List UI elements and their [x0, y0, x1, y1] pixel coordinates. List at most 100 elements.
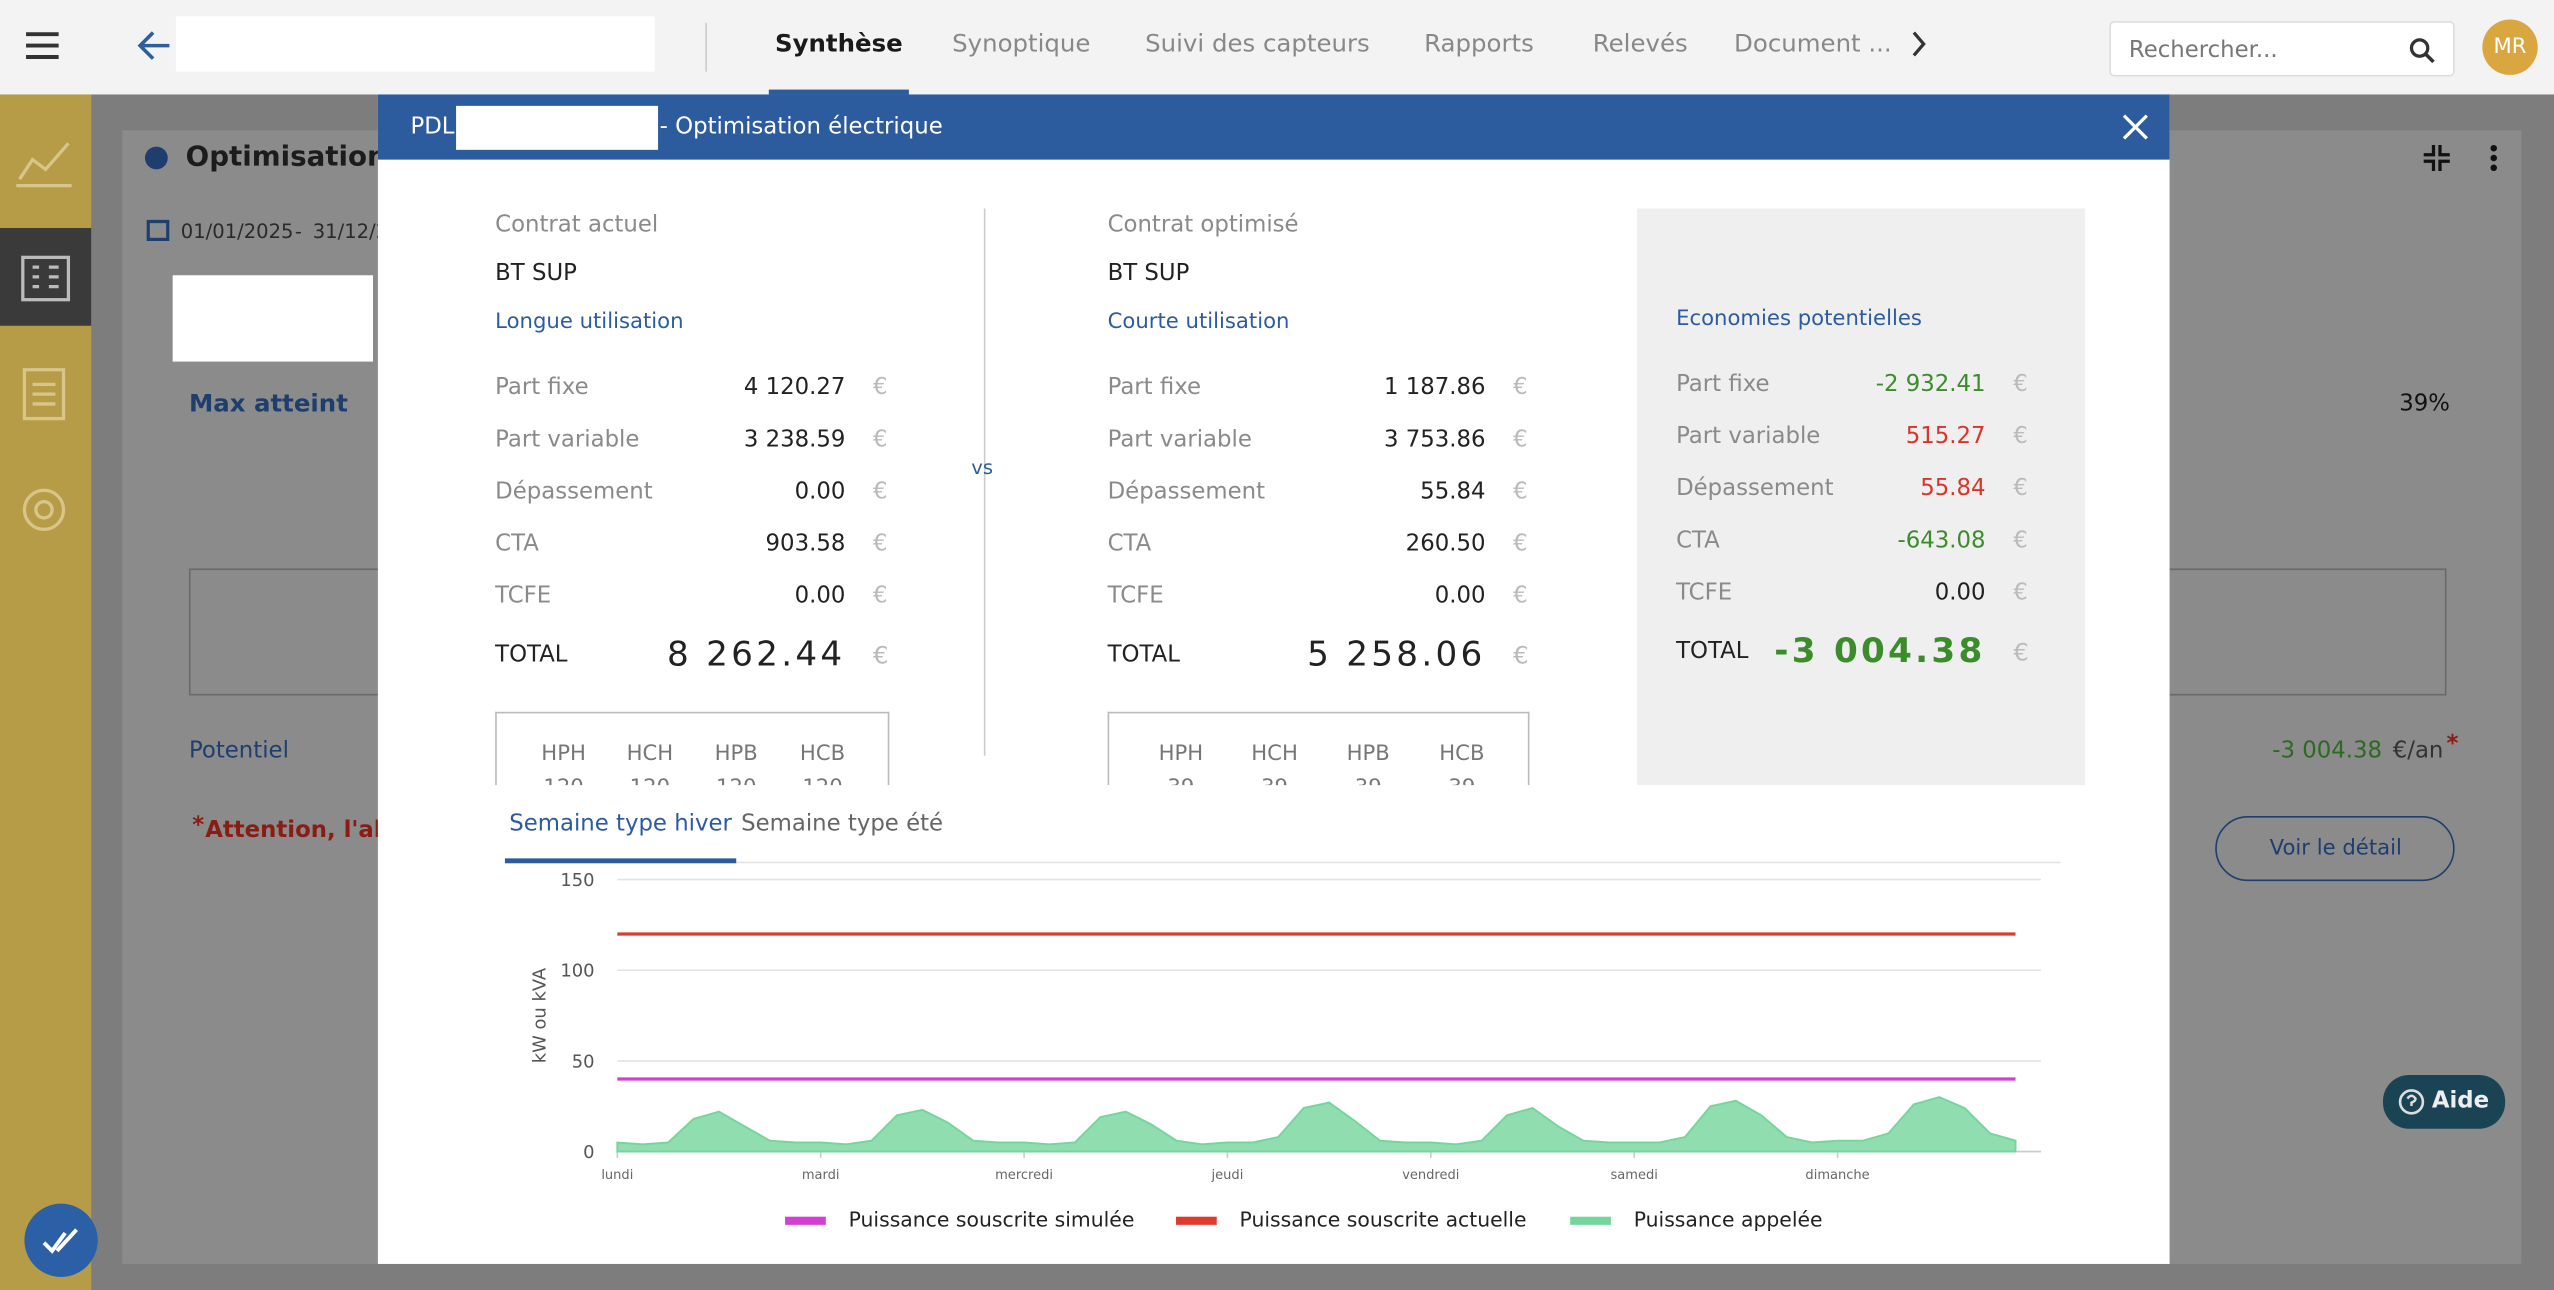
warning: Attention, l'algo [205, 817, 414, 844]
tab-winter[interactable]: Semaine type hiver [509, 811, 732, 838]
back-icon[interactable] [134, 28, 173, 64]
currency: € [1513, 478, 1528, 505]
currency: € [2013, 371, 2028, 398]
period: HCH [626, 741, 674, 767]
y-tick-label: 0 [583, 1142, 594, 1163]
modal-title-suffix: - Optimisation électrique [659, 114, 943, 141]
row-label: TCFE [495, 583, 552, 610]
column-divider [983, 208, 986, 756]
detail-button[interactable]: Voir le détail [2215, 816, 2455, 882]
avatar[interactable]: MR [2482, 19, 2538, 75]
row-label: Dépassement [495, 478, 653, 505]
menu-icon[interactable] [23, 28, 62, 64]
period: HPB [1346, 741, 1390, 767]
potential-label: Potentiel [188, 737, 289, 764]
row-value: 4 120.27 [743, 374, 846, 401]
period: HCB [799, 741, 846, 767]
x-tick-label: lundi [601, 1168, 633, 1183]
legend-label: Puissance souscrite actuelle [1240, 1207, 1527, 1231]
row-value: 0.00 [794, 478, 846, 505]
check-icon [42, 1228, 78, 1254]
nav-settings[interactable] [16, 482, 71, 537]
currency: € [1513, 583, 1528, 610]
power: 120 [716, 778, 756, 785]
close-icon[interactable] [2121, 112, 2150, 141]
currency: € [873, 374, 888, 401]
power: 39 [1167, 778, 1194, 785]
more-icon[interactable] [2487, 143, 2500, 172]
divider [705, 22, 707, 72]
tariff: BT SUP [495, 260, 577, 287]
row-value: 1 187.86 [1383, 374, 1486, 401]
row-label: TCFE [1676, 579, 1733, 606]
power: 39 [1448, 778, 1475, 785]
tab-indicator [768, 89, 909, 95]
help-icon [2398, 1089, 2425, 1115]
usage: Longue utilisation [495, 310, 684, 335]
tasks-button[interactable] [24, 1203, 98, 1277]
legend-swatch [1176, 1216, 1217, 1225]
nav-active[interactable] [0, 228, 92, 326]
search-icon[interactable] [2409, 37, 2435, 64]
status-dot [144, 146, 168, 170]
currency: € [1513, 530, 1528, 558]
potential-value: -3 004.38 [2272, 737, 2383, 764]
search-placeholder: Rechercher... [2128, 37, 2278, 64]
row-label: Dépassement [1676, 475, 1834, 502]
tab[interactable]: Suivi des capteurs [1145, 28, 1370, 58]
currency: € [2013, 475, 2028, 502]
help-label: Aide [2431, 1088, 2490, 1115]
column-heading: Economies potentielles [1676, 307, 1922, 332]
tab-summer[interactable]: Semaine type été [741, 811, 944, 838]
total-label: TOTAL [1107, 641, 1180, 668]
currency: € [873, 530, 888, 558]
row-value: 903.58 [765, 530, 846, 558]
row-value: -643.08 [1897, 527, 1986, 554]
sidebar [0, 94, 98, 1290]
search-box[interactable]: Rechercher... [2109, 21, 2455, 77]
row-label: Dépassement [1107, 478, 1266, 505]
row-label: CTA [1107, 530, 1152, 558]
chart: 0 50 100 150 lundi mardi mercredi jeudi vendredi… [530, 870, 2041, 1231]
tab[interactable]: Document ... [1734, 28, 1892, 58]
total-value: 5 258.06 [1307, 634, 1486, 674]
total-label: TOTAL [1676, 638, 1749, 665]
row-value: 515.27 [1905, 423, 1986, 450]
date-end: 31/12/2 [312, 219, 389, 243]
percent: 39% [2399, 390, 2450, 417]
period: HCB [1439, 741, 1485, 767]
tab[interactable]: Relevés [1592, 28, 1688, 58]
row-label: Part variable [1107, 426, 1252, 453]
tab[interactable]: Rapports [1424, 28, 1534, 58]
modal-title-prefix: PDL [410, 114, 455, 141]
row-value: 3 238.59 [743, 426, 846, 453]
x-tick-label: dimanche [1805, 1168, 1869, 1183]
tab[interactable]: Synoptique [952, 28, 1091, 58]
tab-active[interactable]: Synthèse [775, 28, 903, 58]
detail-button-label: Voir le détail [2269, 836, 2402, 861]
power: 39 [1355, 778, 1382, 785]
tabs-next[interactable] [1907, 29, 1930, 58]
legend-swatch [1570, 1216, 1611, 1225]
usage: Courte utilisation [1107, 310, 1290, 335]
row-label: CTA [495, 530, 539, 558]
total-label: TOTAL [495, 641, 568, 668]
help-button[interactable]: Aide [2382, 1075, 2506, 1129]
x-tick-label: mardi [802, 1168, 840, 1183]
currency: € [1513, 426, 1528, 453]
row-label: Part fixe [495, 374, 589, 401]
collapse-icon[interactable] [2422, 143, 2451, 172]
row-value: 260.50 [1405, 530, 1486, 558]
warning-asterisk: * [192, 812, 205, 839]
nav-chart[interactable] [13, 134, 75, 189]
nav-report[interactable] [20, 365, 69, 424]
redacted-field [175, 16, 655, 72]
date-separator: - [294, 219, 302, 243]
row-value: 0.00 [794, 583, 846, 610]
legend-label: Puissance appelée [1634, 1207, 1823, 1231]
x-tick-label: samedi [1611, 1168, 1658, 1183]
x-tick-label: mercredi [995, 1168, 1053, 1183]
potential-unit: €/an [2392, 737, 2444, 764]
period: HPH [541, 741, 586, 767]
card-title: Optimisation t [185, 140, 410, 174]
